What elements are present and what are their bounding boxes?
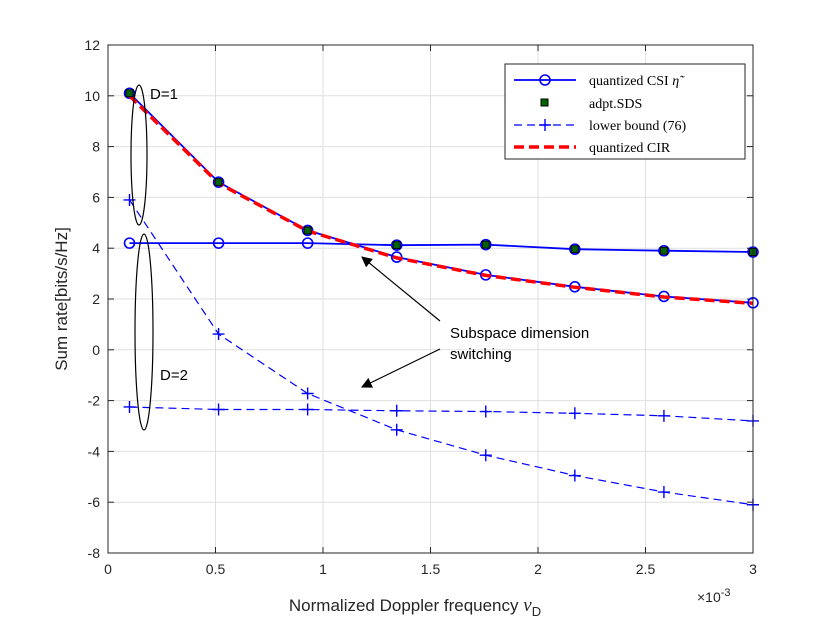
legend-label-bound: lower bound (76) bbox=[589, 119, 687, 134]
lower-bound-76-d-1-point bbox=[568, 469, 581, 482]
y-tick-label: -4 bbox=[88, 443, 101, 459]
quantized-cir-line bbox=[128, 94, 754, 306]
plot-frame bbox=[107, 44, 754, 554]
x-axis-label: Normalized Doppler frequency νD bbox=[289, 595, 541, 619]
x-tick-label: 1 bbox=[319, 561, 327, 577]
x-tick-label: 2.5 bbox=[636, 561, 656, 577]
lower-bound-76-d-1-point bbox=[123, 193, 136, 206]
lower-bound-76-d-1-point bbox=[657, 486, 670, 499]
y-tick-label: 10 bbox=[84, 88, 100, 104]
x-tick-label: 3 bbox=[749, 561, 757, 577]
legend-box bbox=[504, 63, 746, 160]
quantized-csi-d-1-point bbox=[212, 176, 225, 188]
y-axis-ticks: -8 -6 -4 -2 0 2 4 6 8 10 12 bbox=[84, 37, 753, 561]
y-tick-label: 12 bbox=[84, 37, 100, 53]
legend-marker-sds bbox=[540, 98, 549, 107]
y-tick-label: 8 bbox=[92, 139, 100, 155]
adpt-sds-point bbox=[303, 226, 312, 235]
lower-bound-76-d-1-point bbox=[479, 449, 492, 462]
lower-bound-76-d-2-point bbox=[657, 409, 670, 422]
quantized-csi-d-2-point bbox=[390, 239, 403, 251]
annotations: D=1 D=2 Subspace dimension switching bbox=[130, 84, 589, 431]
x-axis-multiplier: ×10-3 bbox=[697, 587, 731, 605]
quantized-csi-d-2-point bbox=[658, 244, 670, 257]
quantized-csi-d-1-point bbox=[301, 224, 314, 237]
switch-arrow-upper bbox=[361, 256, 441, 322]
quantized-csi-d-1-point bbox=[390, 251, 403, 263]
lower-bound-76-d-2-point bbox=[390, 404, 403, 417]
lower-bound-76-d-2-point bbox=[212, 403, 225, 416]
switch-label-line2: switching bbox=[450, 346, 512, 363]
lower-bound-76-d-1-line bbox=[129, 199, 754, 506]
switch-label-line1: Subspace dimension bbox=[450, 325, 589, 342]
adpt-sds-point bbox=[481, 240, 490, 249]
y-tick-label: -2 bbox=[88, 393, 101, 409]
quantized-csi-d-2-point bbox=[123, 237, 136, 249]
adpt-sds-point bbox=[659, 246, 668, 255]
quantized-csi-d-2-point bbox=[301, 237, 314, 249]
y-tick-label: 6 bbox=[92, 189, 100, 205]
legend-marker-csi bbox=[539, 74, 551, 86]
d2-label: D=2 bbox=[160, 367, 188, 384]
d2-ellipse bbox=[134, 233, 154, 431]
adpt-sds-point bbox=[392, 241, 401, 250]
d1-ellipse bbox=[130, 84, 148, 226]
quantized-csi-d-1-point bbox=[123, 87, 136, 100]
legend: quantized CSI η̃ adpt.SDS lower bound (7… bbox=[504, 63, 746, 160]
x-tick-label: 2 bbox=[534, 561, 542, 577]
quantized-csi-d-2-line bbox=[129, 242, 754, 253]
legend-label-csi: quantized CSI η̃ bbox=[589, 74, 685, 89]
lower-bound-76-d-1-point bbox=[390, 423, 403, 436]
lower-bound-76-d-2-point bbox=[123, 400, 136, 413]
adpt-sds-point bbox=[125, 89, 134, 98]
lower-bound-76-d-2-point bbox=[479, 405, 492, 418]
legend-marker-bound bbox=[539, 119, 551, 131]
y-tick-label: 0 bbox=[92, 342, 100, 358]
x-tick-label: 0.5 bbox=[206, 561, 226, 577]
y-axis-label: Sum rate[bits/s/Hz] bbox=[52, 227, 71, 371]
lower-bound-76-d-1-point bbox=[301, 387, 314, 400]
adpt-sds-point bbox=[214, 178, 223, 187]
y-tick-label: -6 bbox=[88, 494, 101, 510]
d1-label: D=1 bbox=[150, 86, 178, 103]
lower-bound-76-d-2-point bbox=[301, 403, 314, 416]
switch-arrow-lower bbox=[361, 348, 441, 388]
y-tick-label: -8 bbox=[88, 545, 101, 561]
legend-label-cir: quantized CIR bbox=[589, 141, 671, 156]
x-tick-label: 1.5 bbox=[421, 561, 441, 577]
x-tick-label: 0 bbox=[104, 561, 112, 577]
quantized-csi-d-2-point bbox=[569, 243, 581, 256]
quantized-csi-d-2-point bbox=[479, 238, 492, 251]
adpt-sds-point bbox=[570, 245, 579, 254]
lower-bound-76-d-1-point bbox=[212, 328, 225, 341]
quantized-csi-d-2-point bbox=[212, 237, 225, 249]
legend-label-sds: adpt.SDS bbox=[589, 97, 642, 112]
y-tick-label: 2 bbox=[92, 291, 100, 307]
y-tick-label: 4 bbox=[92, 240, 100, 256]
lower-bound-76-d-2-point bbox=[568, 407, 581, 420]
